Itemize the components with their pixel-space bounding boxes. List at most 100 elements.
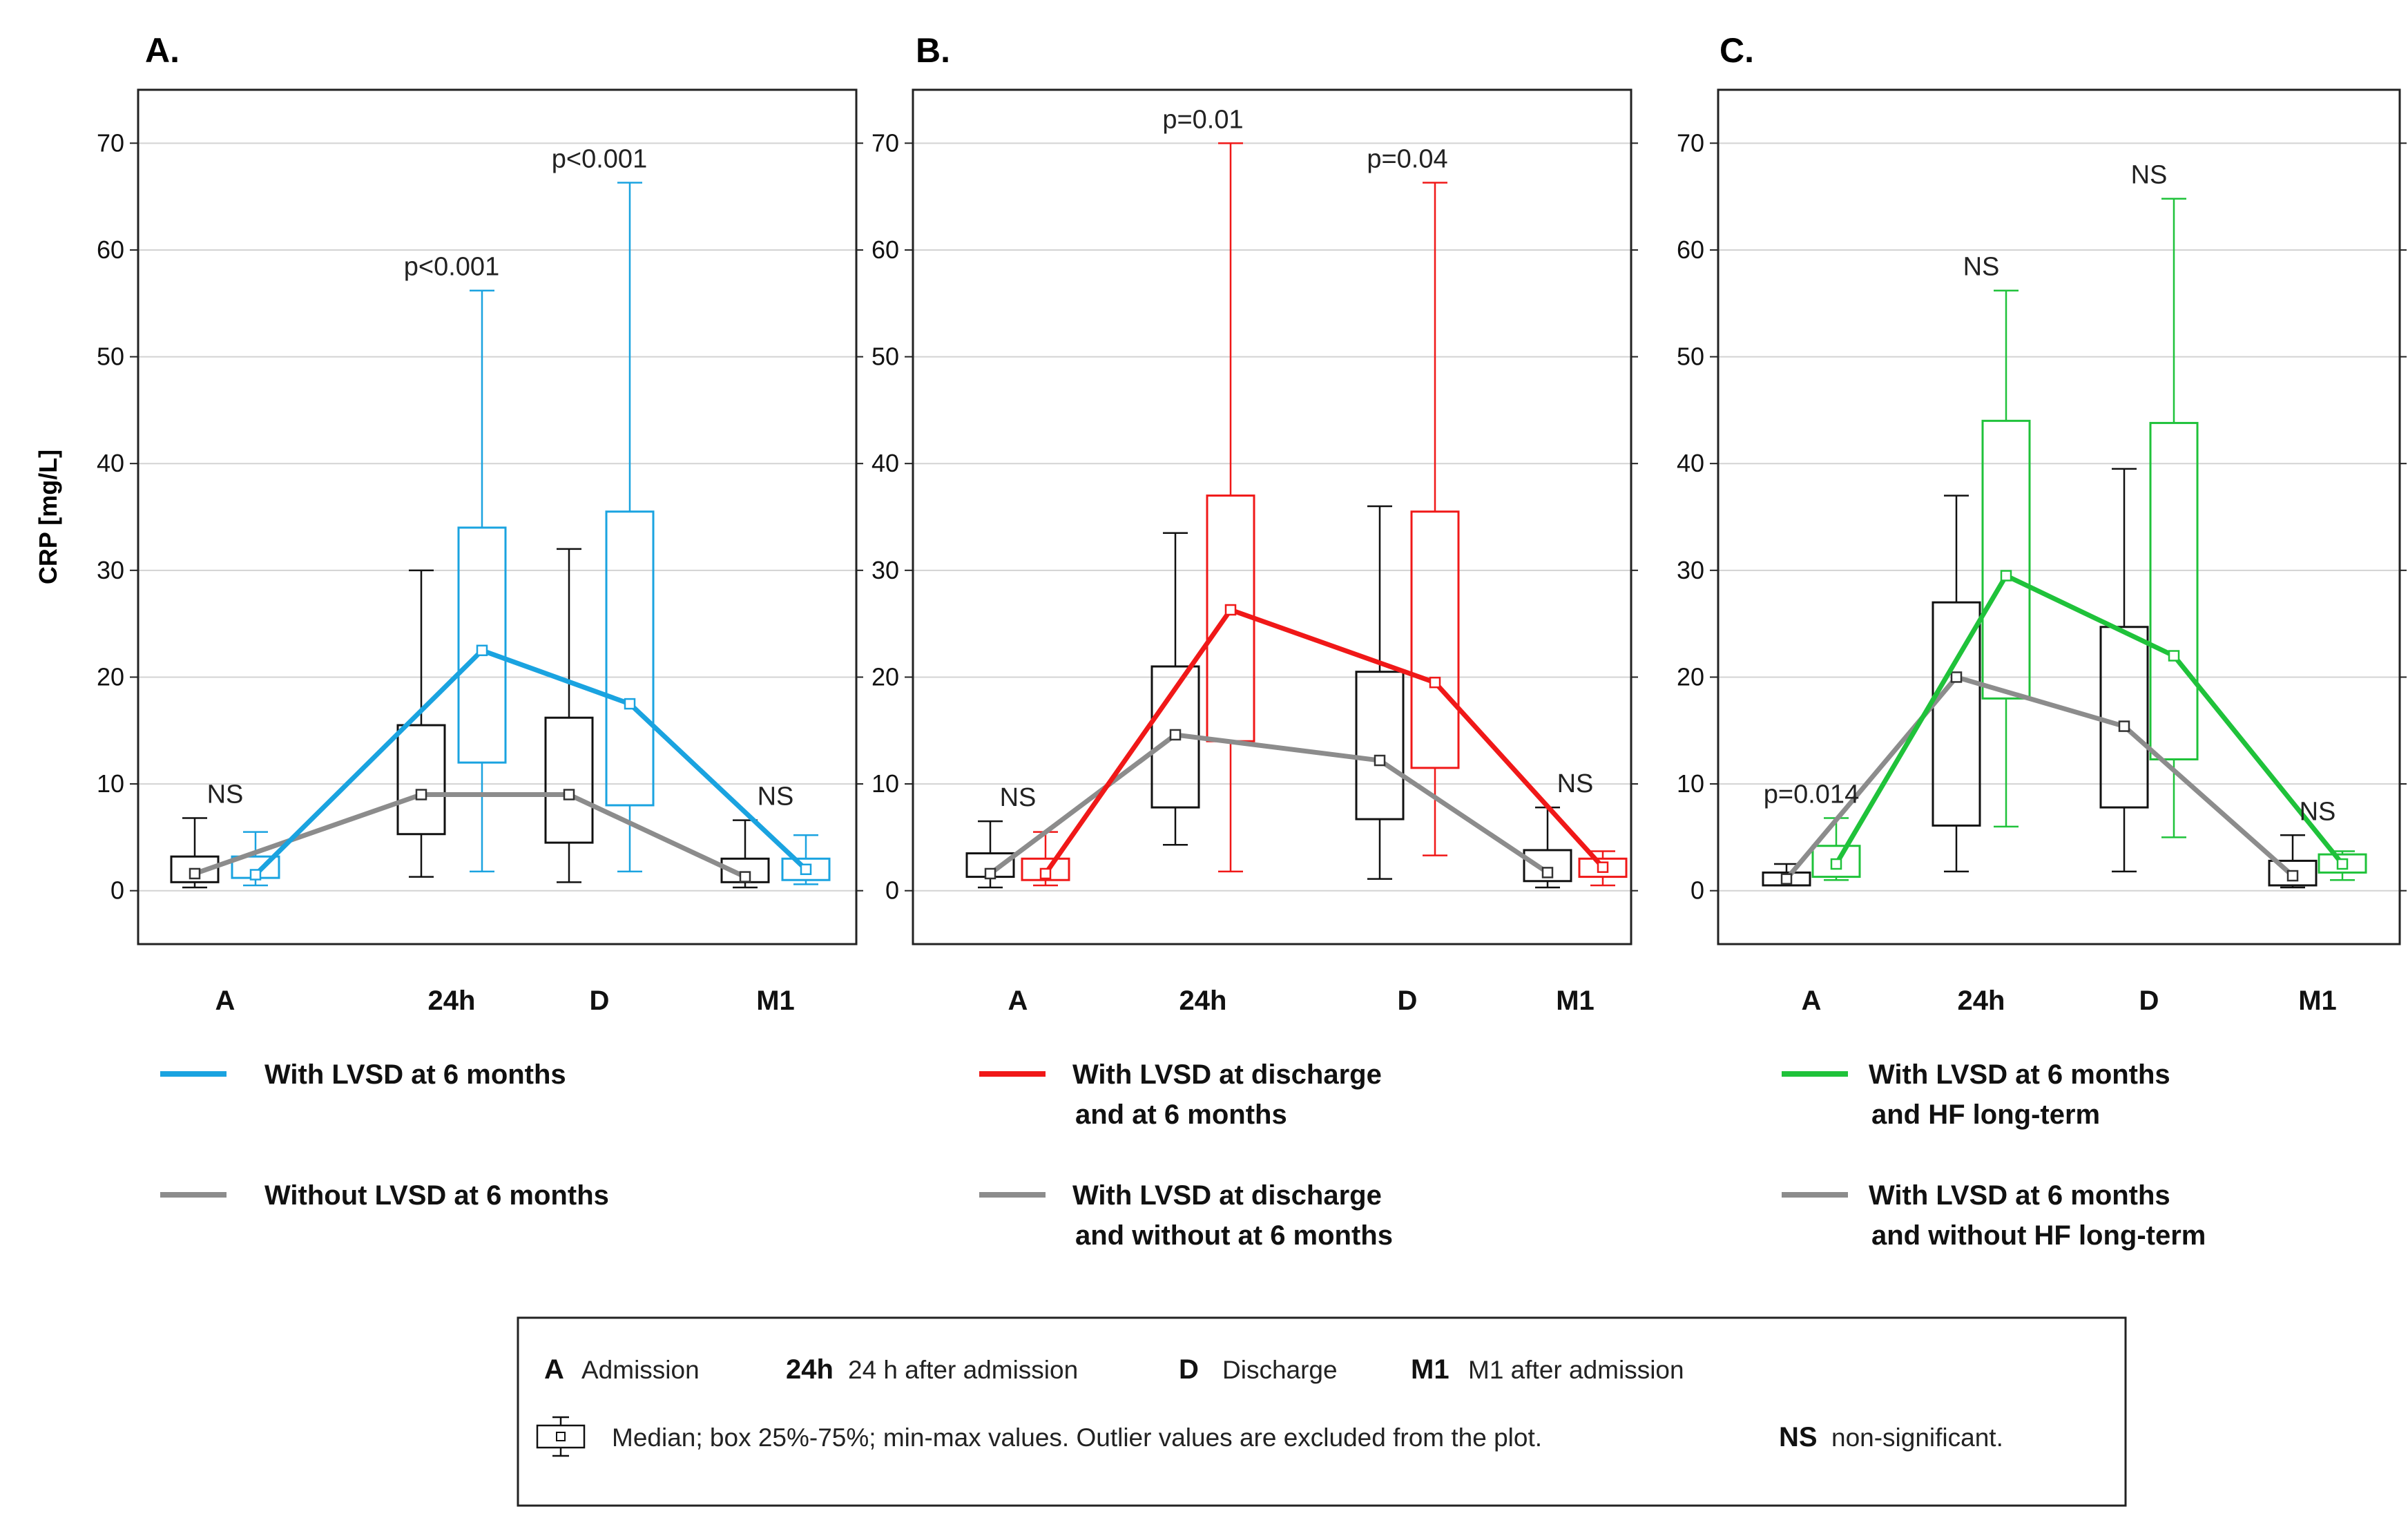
- iqr-box: [1523, 849, 1572, 883]
- median-marker: [624, 698, 636, 710]
- primary-box: [1811, 817, 1861, 881]
- key-text: Discharge: [1222, 1356, 1338, 1384]
- legend-label-line: and at 6 months: [1075, 1099, 1287, 1130]
- x-category-label: D: [2139, 986, 2159, 1016]
- primary-box: [2318, 850, 2367, 881]
- primary-box: [781, 834, 831, 885]
- key-abbr: A: [544, 1354, 564, 1385]
- x-category-label: M1: [756, 986, 795, 1016]
- median-marker: [1429, 676, 1441, 689]
- iqr-box: [1355, 671, 1405, 820]
- x-category-label: M1: [2298, 986, 2337, 1016]
- x-category-label: 24h: [1179, 986, 1227, 1016]
- y-tick-label: 30: [97, 556, 124, 584]
- median-marker: [1830, 858, 1842, 870]
- y-tick-label: 70: [871, 128, 899, 157]
- primary-box: [1578, 850, 1628, 887]
- secondary-box: [1355, 505, 1405, 880]
- legend-label-line: Without LVSD at 6 months: [264, 1180, 609, 1211]
- median-marker: [1039, 867, 1052, 880]
- median-marker: [984, 867, 996, 880]
- panel-label: C.: [1720, 31, 1754, 70]
- secondary-box: [170, 817, 220, 889]
- p-value-label: NS: [1000, 783, 1037, 812]
- legend-label: With LVSD at 6 months and HF long-term: [1869, 1059, 2170, 1130]
- legend-label-line: With LVSD at 6 months: [1869, 1180, 2170, 1211]
- p-value-label: NS: [758, 782, 794, 811]
- secondary-box: [1932, 494, 1981, 873]
- primary-box: [1206, 142, 1255, 873]
- legend-label-line: and without HF long-term: [1871, 1220, 2206, 1251]
- median-marker: [2000, 570, 2012, 582]
- median-marker: [563, 789, 575, 800]
- y-tick-label: 20: [97, 662, 124, 691]
- primary-box: [1981, 289, 2031, 828]
- panel-3: C. 0 10 20 30 40 50 60 70 A 24h D M1 p=0.014 NS NS NS Wit…: [1677, 31, 2407, 1251]
- median-marker: [739, 871, 751, 883]
- median-marker: [415, 789, 427, 800]
- panel-2: B. 0 10 20 30 40 50 60 70 A 24h D M1 NS p=0.01 p=0.04 NS…: [871, 31, 1638, 1251]
- y-tick-label: 10: [97, 769, 124, 798]
- median-marker: [800, 863, 812, 876]
- key-ns-text: non-significant.: [1831, 1423, 2003, 1452]
- legend-label: With LVSD at 6 months: [264, 1059, 566, 1090]
- secondary-box: [1523, 806, 1572, 889]
- legend-label-line: With LVSD at 6 months: [1869, 1059, 2170, 1090]
- primary-median-line: [253, 648, 808, 876]
- iqr-box: [781, 857, 831, 881]
- iqr-box: [1578, 857, 1628, 878]
- key-text: 24 h after admission: [848, 1356, 1078, 1384]
- panel-label: B.: [916, 31, 950, 70]
- iqr-box: [170, 855, 220, 883]
- plot-frame: [137, 88, 858, 945]
- secondary-box: [396, 569, 446, 878]
- iqr-box: [1932, 601, 1981, 827]
- median-marker: [1374, 754, 1386, 767]
- iqr-box: [2149, 421, 2199, 760]
- legend-label: Without LVSD at 6 months: [264, 1180, 609, 1211]
- median-marker: [476, 644, 488, 657]
- legend-label-line: and without at 6 months: [1075, 1220, 1393, 1251]
- iqr-box: [1762, 871, 1811, 887]
- p-value-label: p<0.001: [404, 253, 499, 282]
- p-value-label: NS: [2131, 161, 2168, 190]
- y-tick-label: 0: [110, 876, 124, 905]
- iqr-box: [2099, 626, 2149, 809]
- x-category-label: A: [215, 986, 235, 1016]
- y-tick-label: 10: [871, 769, 899, 798]
- key-abbr: D: [1179, 1354, 1199, 1385]
- y-tick-label: 40: [871, 449, 899, 477]
- iqr-box: [605, 510, 655, 807]
- key-box-description: Median; box 25%-75%; min-max values. Out…: [612, 1423, 1542, 1452]
- median-marker: [189, 867, 201, 880]
- secondary-median-line: [193, 792, 747, 879]
- iqr-box: [1021, 857, 1070, 881]
- iqr-box: [2318, 853, 2367, 874]
- primary-box: [2149, 198, 2199, 838]
- x-category-label: D: [1398, 986, 1418, 1016]
- y-tick-label: 50: [97, 343, 124, 371]
- iqr-box: [2268, 859, 2318, 887]
- primary-box: [1410, 182, 1460, 856]
- x-category-label: 24h: [428, 986, 476, 1016]
- x-category-label: A: [1802, 986, 1822, 1016]
- plot-frame: [912, 88, 1632, 945]
- y-tick-label: 30: [871, 556, 899, 584]
- y-tick-label: 20: [871, 662, 899, 691]
- y-tick-label: 70: [1677, 128, 1704, 157]
- median-marker: [1541, 867, 1554, 878]
- secondary-box: [1762, 863, 1811, 887]
- secondary-box: [544, 548, 594, 883]
- key-abbr: 24h: [786, 1354, 834, 1385]
- primary-box: [605, 182, 655, 873]
- secondary-box: [2268, 834, 2318, 889]
- p-value-label: p<0.001: [552, 145, 647, 174]
- y-axis-label: CRP [mg/L]: [34, 450, 62, 584]
- p-value-label: p=0.01: [1162, 105, 1243, 134]
- x-category-label: A: [1008, 986, 1028, 1016]
- median-marker: [2286, 870, 2299, 882]
- secondary-box: [2099, 468, 2149, 873]
- median-marker: [1780, 873, 1793, 885]
- secondary-median-line: [988, 732, 1549, 876]
- x-category-label: D: [590, 986, 610, 1016]
